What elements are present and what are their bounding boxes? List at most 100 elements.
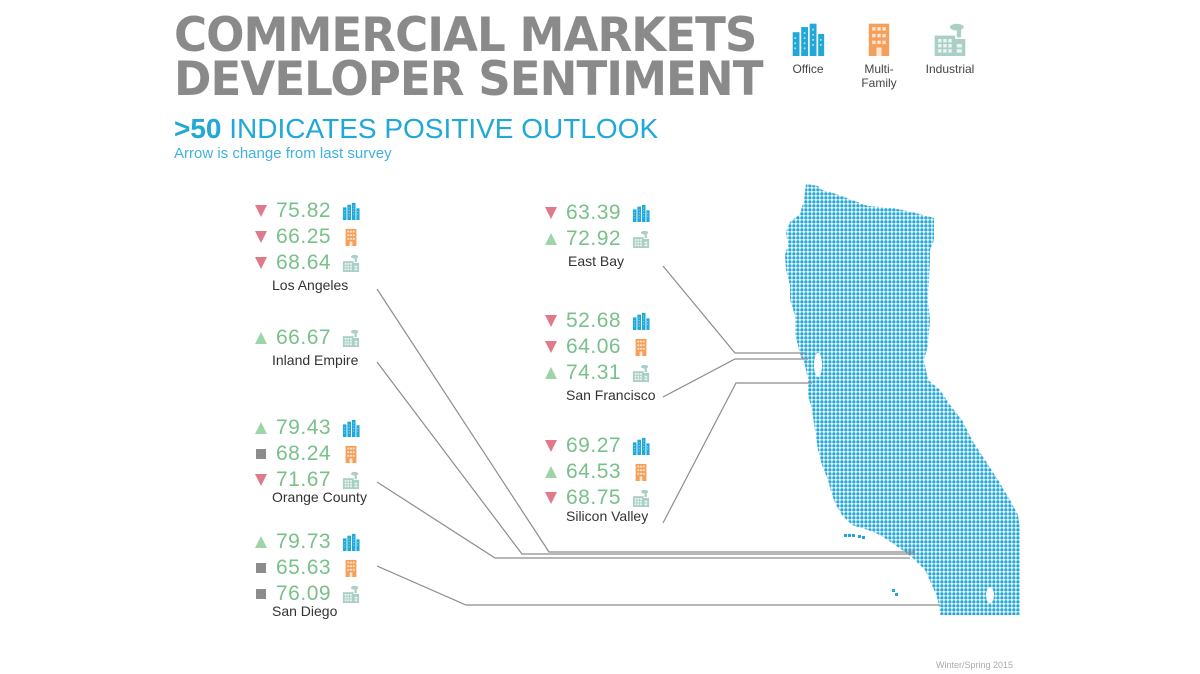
up-arrow-icon — [544, 232, 558, 246]
region-san-francisco: 52.68 64.06 74.31 San Francisco — [544, 308, 655, 403]
up-arrow-icon — [544, 366, 558, 380]
region-name: Inland Empire — [272, 352, 359, 368]
office-icon — [342, 419, 360, 437]
subtitle-highlight: >50 — [174, 113, 222, 144]
stat-row: 68.75 — [544, 485, 650, 511]
region-orange-county: 79.43 68.24 71.67 Orange County — [254, 415, 367, 505]
region-east-bay: 63.39 72.92 East Bay — [544, 200, 650, 269]
stat-row: 74.31 — [544, 360, 655, 386]
stat-row: 64.53 — [544, 459, 650, 485]
page-title: COMMERCIAL MARKETS DEVELOPER SENTIMENT — [174, 8, 763, 107]
stat-value: 66.67 — [276, 326, 332, 349]
stat-row: 75.82 — [254, 198, 360, 224]
office-icon — [342, 533, 360, 551]
stat-value: 63.39 — [566, 201, 622, 224]
stat-row: 63.39 — [544, 200, 650, 226]
stat-value: 76.09 — [276, 582, 332, 605]
legend-multifamily: Multi- Family — [858, 22, 900, 90]
up-arrow-icon — [254, 535, 268, 549]
legend-industrial: Industrial — [922, 22, 978, 76]
down-arrow-icon — [254, 230, 268, 244]
region-name: San Diego — [272, 603, 338, 619]
down-arrow-icon — [254, 473, 268, 487]
stat-row: 68.64 — [254, 250, 360, 276]
title-line-1: COMMERCIAL MARKETS — [174, 8, 757, 63]
stat-value: 66.25 — [276, 225, 332, 248]
stat-row: 68.24 — [254, 441, 367, 467]
legend-multifamily-label: Multi- Family — [858, 62, 900, 90]
stat-row: 52.68 — [544, 308, 655, 334]
up-arrow-icon — [544, 465, 558, 479]
stat-row: 66.25 — [254, 224, 360, 250]
region-los-angeles: 75.82 66.25 68.64 Los Angeles — [254, 198, 360, 293]
legend-industrial-label: Industrial — [925, 62, 975, 76]
industrial-icon — [632, 489, 650, 507]
leader-lines — [376, 265, 940, 606]
industrial-icon — [342, 329, 360, 347]
no-change-icon — [254, 587, 268, 601]
region-inland-empire: 66.67 Inland Empire — [254, 325, 360, 368]
footer-date: Winter/Spring 2015 — [936, 660, 1014, 670]
stat-row: 71.67 — [254, 467, 367, 493]
multifamily-icon — [342, 228, 360, 246]
down-arrow-icon — [544, 340, 558, 354]
office-icon — [632, 437, 650, 455]
down-arrow-icon — [544, 206, 558, 220]
stat-row: 66.67 — [254, 325, 360, 351]
no-change-icon — [254, 447, 268, 461]
down-arrow-icon — [544, 491, 558, 505]
stat-value: 79.43 — [276, 416, 332, 439]
region-name: Los Angeles — [272, 277, 349, 293]
stat-row: 79.43 — [254, 415, 367, 441]
down-arrow-icon — [544, 439, 558, 453]
region-name: Orange County — [272, 489, 367, 505]
subtitle-rest: INDICATES POSITIVE OUTLOOK — [221, 113, 659, 144]
stat-row: 76.09 — [254, 581, 360, 607]
stat-value: 74.31 — [566, 361, 622, 384]
legend-multifamily-label-2: Family — [861, 76, 897, 90]
stat-value: 64.06 — [566, 335, 622, 358]
stat-row: 72.92 — [544, 226, 650, 252]
multifamily-icon — [342, 559, 360, 577]
multifamily-icon — [342, 445, 360, 463]
down-arrow-icon — [544, 314, 558, 328]
industrial-icon — [342, 471, 360, 489]
region-name: Silicon Valley — [566, 508, 649, 524]
stat-row: 79.73 — [254, 529, 360, 555]
stat-row: 65.63 — [254, 555, 360, 581]
legend-office-label: Office — [792, 62, 824, 76]
region-name: San Francisco — [566, 387, 656, 403]
office-icon — [632, 312, 650, 330]
industrial-icon — [342, 254, 360, 272]
stat-value: 68.24 — [276, 442, 332, 465]
office-icon — [342, 202, 360, 220]
title-line-2: DEVELOPER SENTIMENT — [174, 52, 763, 107]
stat-value: 75.82 — [276, 199, 332, 222]
stat-row: 64.06 — [544, 334, 655, 360]
multifamily-icon — [632, 338, 650, 356]
stat-value: 68.75 — [566, 486, 622, 509]
multifamily-icon — [632, 463, 650, 481]
stat-value: 64.53 — [566, 460, 622, 483]
region-silicon-valley: 69.27 64.53 68.75 Silicon Valley — [544, 433, 650, 524]
stat-value: 69.27 — [566, 434, 622, 457]
stat-value: 79.73 — [276, 530, 332, 553]
up-arrow-icon — [254, 421, 268, 435]
subtitle: >50 INDICATES POSITIVE OUTLOOK — [174, 113, 658, 145]
stat-value: 52.68 — [566, 309, 622, 332]
region-name: East Bay — [568, 253, 625, 269]
legend-note: Arrow is change from last survey — [174, 145, 392, 162]
no-change-icon — [254, 561, 268, 575]
stat-value: 68.64 — [276, 251, 332, 274]
industrial-icon — [342, 585, 360, 603]
stat-row: 69.27 — [544, 433, 650, 459]
industrial-icon — [632, 230, 650, 248]
down-arrow-icon — [254, 204, 268, 218]
down-arrow-icon — [254, 256, 268, 270]
region-san-diego: 79.73 65.63 76.09 San Diego — [254, 529, 360, 619]
office-icon — [632, 204, 650, 222]
stat-value: 72.92 — [566, 227, 622, 250]
stat-value: 71.67 — [276, 468, 332, 491]
up-arrow-icon — [254, 331, 268, 345]
stat-value: 65.63 — [276, 556, 332, 579]
